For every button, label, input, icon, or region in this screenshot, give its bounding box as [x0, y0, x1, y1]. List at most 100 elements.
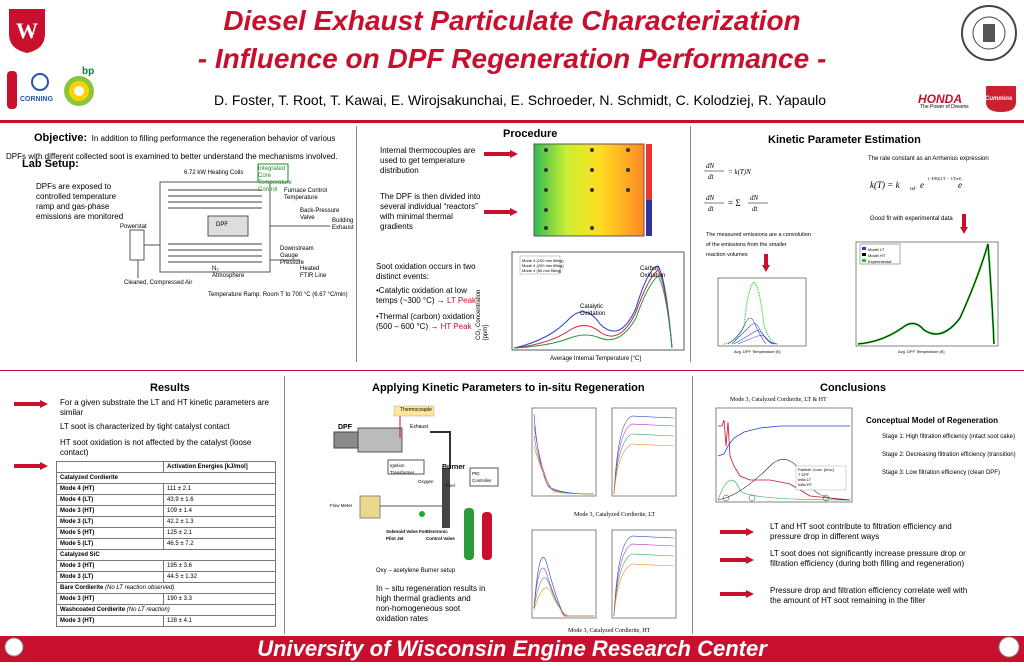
results-bullet-2: LT soot is characterized by tight cataly…	[60, 422, 230, 431]
corning-logo-text: CORNING	[20, 96, 54, 103]
svg-text:k(T) = k: k(T) = k	[870, 180, 901, 190]
conclusion-chart: Particle Conc. [#/cc] T DPF Infla LT Inf…	[700, 406, 860, 510]
cummins-logo-text: Cummins	[985, 96, 1013, 102]
svg-text:e: e	[958, 180, 962, 190]
fit-x-label: Avg. DPF Temperature [K]	[898, 349, 945, 354]
label-n2: N₂ Atmosphere	[212, 266, 245, 279]
caption-ht: Mode 3, Catalyzed Cordierite, HT	[568, 628, 651, 634]
arrow-icon	[484, 150, 518, 158]
svg-text:dt: dt	[708, 173, 715, 181]
label-cleaned-air: Cleaned, Compressed Air	[124, 280, 193, 286]
convolution-x-label: Avg. DPF Temperature [K]	[734, 349, 781, 354]
table-row: Mode 4 (HT) 111 ± 2.1	[56, 483, 276, 495]
label-fuel: Fuel	[446, 483, 455, 488]
kinetic-equations: dN dt = k(T)N dN dt = Σ dN dt	[700, 154, 810, 220]
svg-text:(−E/R)(1/T − 1/Tref): (−E/R)(1/T − 1/Tref)	[928, 176, 962, 181]
label-back-pressure: Back-Pressure Valve	[300, 208, 340, 221]
insitu-lt-co2-chart	[518, 406, 598, 506]
results-bullet-3: HT soot oxidation is not affected by the…	[60, 438, 252, 457]
insitu-ht-co2-chart	[518, 528, 598, 628]
lab-setup-text: DPFs are exposed to controlled temperatu…	[36, 182, 124, 221]
svg-text:dt: dt	[708, 205, 715, 213]
conclusion-legend-1: Particle Conc. [#/cc]	[798, 467, 834, 472]
table-row: Mode 3 (LT) 44.5 ± 1.32	[56, 571, 276, 583]
arrow-icon	[484, 208, 518, 216]
divider-3	[284, 376, 285, 634]
soot-bullet-1: •Catalytic oxidation at low temps (~300 …	[376, 286, 477, 305]
conclusion-3: Pressure drop and filtration efficiency …	[770, 586, 968, 605]
title-line-2: - Influence on DPF Regeneration Performa…	[197, 43, 827, 74]
label-powerstat: Powerstat	[120, 224, 147, 230]
chart-legend-1: Mode 4 (100 min filling)	[522, 258, 564, 263]
label-flowmeter: Flow Meter	[330, 503, 353, 508]
divider-4	[692, 376, 693, 634]
insitu-label: Applying Kinetic Parameters to in-situ R…	[372, 382, 645, 394]
label-dpf: DPF	[216, 222, 228, 228]
convolution-text-3: reaction volumes	[706, 252, 748, 258]
bp-logo-text: bp	[82, 66, 95, 77]
conclusion-1: LT and HT soot contribute to filtration …	[770, 522, 952, 541]
down-arrow-icon	[960, 214, 968, 234]
svg-text:W: W	[16, 18, 38, 43]
divider-1	[356, 126, 357, 362]
burner-setup-diagram: Thermocouple Exhaust DPF Burner Ignition…	[330, 398, 500, 564]
svg-text:= Σ: = Σ	[728, 198, 741, 208]
procedure-text-1: Internal thermocouples are used to get t…	[380, 146, 476, 175]
arrhenius-equation: k(T) = k ref e e (−E/R)(1/T − 1/Tref)	[866, 166, 1006, 202]
label-downstream: Downstream Gauge Pressure	[280, 246, 314, 266]
label-heated-ftir: Heated FTIR Line	[300, 266, 327, 279]
table-row: Mode 3 (LT) 42.2 ± 1.3	[56, 516, 276, 528]
svg-text:dN: dN	[706, 162, 715, 170]
arrow-icon	[720, 528, 754, 536]
procedure-text-2: The DPF is then divided into several ind…	[380, 192, 481, 231]
insitu-text: In – situ regeneration results in high t…	[376, 584, 486, 623]
caption-lt: Mode 3, Catalyzed Cordierite, LT	[574, 512, 656, 518]
erc-seal-icon	[960, 4, 1018, 62]
table-row: Mode 3 (HT) 109 ± 1.4	[56, 505, 276, 517]
conclusion-2: LT soot does not significantly increase …	[770, 549, 966, 568]
label-burner: Burner	[442, 464, 465, 471]
oxy-caption: Oxy – acetylene Burner setup	[376, 568, 456, 574]
soot-intro: Soot oxidation occurs in two distinct ev…	[376, 262, 476, 281]
label-pid: PID Controller	[472, 471, 492, 483]
table-group: Bare Cordierite (No LT reaction observed…	[56, 582, 276, 594]
uw-small-crest-icon	[6, 70, 18, 110]
arrow-icon	[720, 556, 754, 564]
table-group: Catalyzed SiC	[56, 549, 276, 561]
middle-divider	[0, 370, 1024, 371]
table-group: Catalyzed Cordierite	[56, 472, 276, 484]
arrow-icon	[14, 400, 48, 408]
fit-legend-ht: Model HT	[868, 253, 886, 258]
svg-text:dN: dN	[706, 194, 715, 202]
objective-label: Objective:	[34, 132, 88, 144]
objective-text: In addition to filling performance the r…	[6, 134, 338, 161]
conclusions-label: Conclusions	[820, 382, 887, 394]
table-header: Activation Energies [kJ/mol]	[163, 461, 276, 473]
label-core-temp: Integrated Core Temperature Control	[258, 166, 292, 193]
kinetic-label: Kinetic Parameter Estimation	[768, 134, 921, 146]
table-row: Mode 4 (LT) 43.9 ± 1.6	[56, 494, 276, 506]
cummins-logo-icon	[982, 82, 1020, 114]
footer-banner: University of Wisconsin Engine Research …	[0, 636, 1024, 662]
convolution-text-2: of the emissions from the smaller	[706, 242, 787, 248]
stage-1: Stage 1: High filtration efficiency (int…	[882, 434, 1015, 440]
conclusion-chart-title: Mode 3, Catalyzed Cordierite, LT & HT	[730, 397, 827, 403]
objective-block: Objective: In addition to filling perfor…	[6, 128, 350, 164]
convolution-chart: Avg. DPF Temperature [K]	[704, 276, 810, 358]
conclusion-legend-2: T DPF	[798, 472, 810, 477]
insitu-ht-temp-chart	[598, 528, 678, 628]
conclusion-legend-3: Infla LT	[798, 477, 812, 482]
table-row: Mode 5 (LT) 46.5 ± 7.2	[56, 538, 276, 550]
table-row: Mode 3 (HT) 195 ± 3.6	[56, 560, 276, 572]
stage-2: Stage 2: Decreasing filtration efficienc…	[882, 452, 1016, 458]
uw-crest-icon: W	[6, 6, 48, 56]
label-exhaust: Exhaust	[410, 424, 429, 430]
label-thermocouple: Thermocouple	[400, 407, 432, 413]
label-carbon-oxidation: Carbon Oxidation	[640, 266, 666, 279]
chart-x-label: Average Internal Temperature [°C]	[550, 356, 641, 362]
model-title: Conceptual Model of Regeneration	[866, 416, 999, 425]
footer-seal-left-icon	[4, 633, 24, 661]
honda-logo-text: HONDA	[918, 92, 962, 106]
title-line-1: Diesel Exhaust Particulate Characterizat…	[223, 5, 801, 36]
table-row: Mode 3 (HT) 190 ± 3.3	[56, 593, 276, 605]
